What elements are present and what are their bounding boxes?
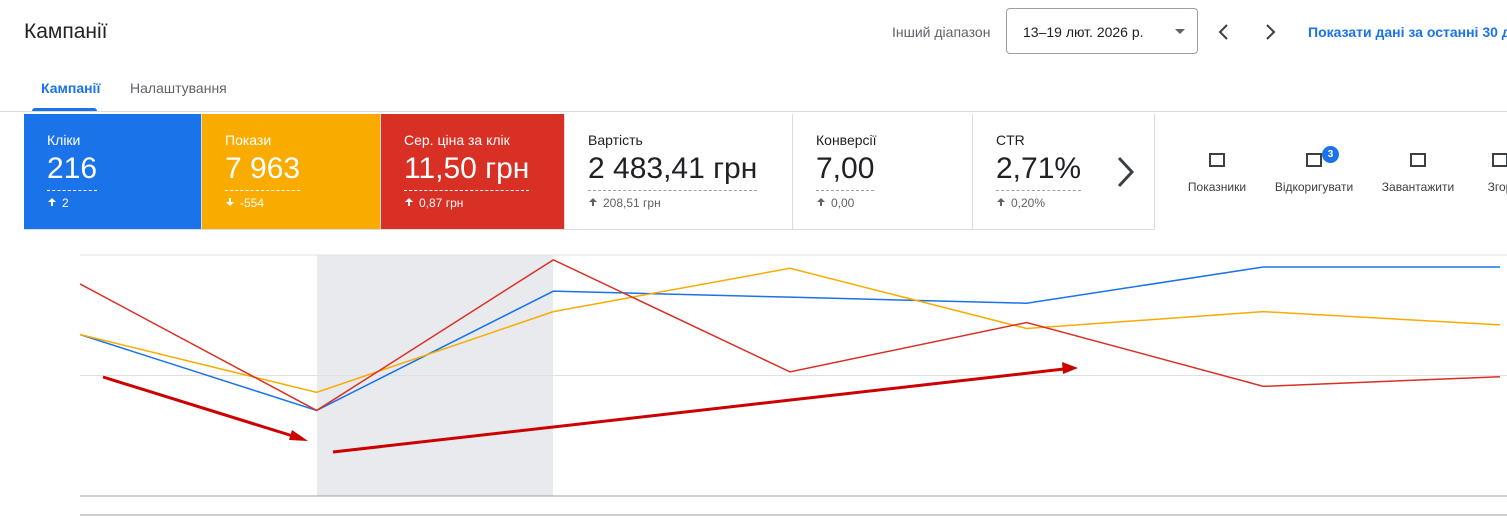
tab[interactable]: Налаштування [130, 80, 227, 96]
series-line [79, 267, 1501, 394]
change-value: 0,20% [1011, 196, 1046, 210]
caret [1175, 29, 1185, 34]
change-arrow [589, 198, 597, 206]
tool-button[interactable]: Завантажити [1368, 150, 1468, 194]
tool-button[interactable]: Показники [1167, 150, 1267, 194]
separator [0, 111, 1507, 112]
metric-change: 0,00 [816, 196, 854, 210]
change-value: 208,51 грн [603, 196, 661, 210]
tool-button[interactable]: Відкоригувати 3 [1264, 146, 1364, 194]
tool-icon [1410, 153, 1426, 167]
metric-card[interactable]: Сер. ціна за клік 11,50 грн 0,87 грн [381, 114, 565, 230]
tool-button[interactable]: Згор [1450, 150, 1507, 194]
change-arrow [405, 198, 413, 206]
tool-icon [1492, 153, 1507, 167]
annotation-arrows [102, 362, 1078, 454]
metric-change: 2 [47, 196, 69, 210]
metric-label: CTR [996, 132, 1025, 148]
change-value: 2 [62, 196, 69, 210]
metric-value: 11,50 грн [404, 152, 530, 191]
date-dropdown[interactable]: 13–19 лют. 2026 р. [1006, 8, 1198, 54]
tool-label: Згор [1487, 180, 1507, 194]
tool-icon [1209, 153, 1225, 167]
change-value: 0,87 грн [419, 196, 464, 210]
tool-label: Показники [1187, 180, 1247, 194]
arrow-shape [226, 198, 234, 206]
next-metrics[interactable] [1114, 155, 1138, 189]
range-label: Інший діапазон [892, 24, 991, 40]
arrow-shape [405, 198, 413, 206]
tab[interactable]: Кампанії [41, 80, 101, 96]
arrow-shape [997, 198, 1005, 206]
metric-card[interactable]: Конверсії 7,00 0,00 [793, 114, 973, 230]
series-line [79, 258, 1501, 412]
icon-shape [1209, 153, 1225, 167]
date-range: 13–19 лют. 2026 р. [1023, 24, 1144, 40]
metric-change: 0,20% [996, 196, 1045, 210]
metric-change: -554 [225, 196, 264, 210]
badge: 3 [1322, 146, 1339, 163]
metric-card[interactable]: CTR 2,71% 0,20% [973, 114, 1155, 230]
metric-card[interactable]: Покази 7 963 -554 [202, 114, 381, 230]
tool-label: Завантажити [1381, 180, 1455, 194]
metric-label: Вартість [588, 132, 643, 148]
tool-label: Відкоригувати [1274, 180, 1354, 194]
arrow-shape [48, 198, 56, 206]
change-value: 0,00 [831, 196, 855, 210]
metric-value: 216 [47, 152, 98, 191]
change-arrow [48, 198, 56, 206]
metric-change: 208,51 грн [588, 196, 661, 210]
series-line [79, 266, 1500, 412]
nav-arrows[interactable] [1215, 22, 1287, 42]
metric-value: 7,00 [816, 152, 875, 191]
tool-icon [1306, 153, 1322, 167]
arrow-shape [589, 198, 597, 206]
icon-shape [1306, 153, 1322, 167]
metric-card[interactable]: Вартість 2 483,41 грн 208,51 грн [565, 114, 793, 230]
change-arrow [997, 198, 1005, 206]
icon-shape [1492, 153, 1507, 167]
metric-label: Конверсії [816, 132, 877, 148]
metric-value: 2 483,41 грн [588, 152, 758, 191]
page-title: Кампанії [24, 20, 108, 43]
change-arrow [226, 198, 234, 206]
last-30-link[interactable]: Показати дані за останні 30 д [1308, 24, 1507, 40]
change-value: -554 [240, 196, 265, 210]
metric-label: Сер. ціна за клік [404, 132, 510, 148]
metric-value: 2,71% [996, 152, 1082, 191]
chart [79, 254, 1507, 516]
metric-change: 0,87 грн [404, 196, 463, 210]
metric-value: 7 963 [225, 152, 301, 191]
metric-label: Кліки [47, 132, 81, 148]
change-arrow [817, 198, 825, 206]
arrow-shape [817, 198, 825, 206]
metric-card[interactable]: Кліки 216 2 [24, 114, 202, 230]
metric-label: Покази [225, 132, 272, 148]
tab-indicator [32, 108, 97, 111]
icon-shape [1410, 153, 1426, 167]
